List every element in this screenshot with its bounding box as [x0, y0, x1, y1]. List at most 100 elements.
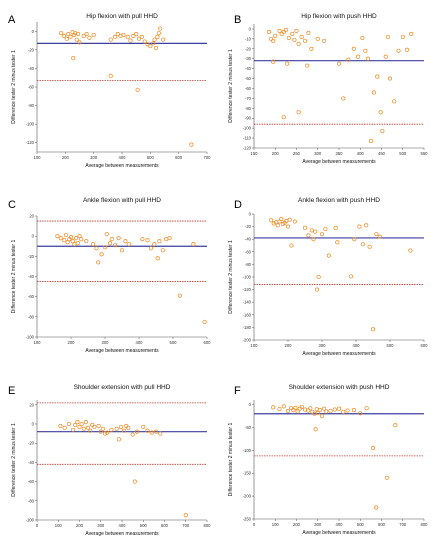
data-point: [92, 424, 97, 429]
panel-title: Ankle flexion with push HHD: [298, 197, 380, 204]
data-point: [189, 142, 194, 147]
y-tick-label: -60: [28, 85, 35, 90]
data-point: [346, 57, 351, 62]
y-tick-label: -20: [245, 224, 252, 229]
panel-f: F Shoulder extension with push HHD 0 100 200…: [228, 384, 428, 536]
data-point: [91, 242, 96, 247]
y-tick-label: -40: [245, 237, 252, 242]
data-point: [328, 408, 333, 414]
data-point: [100, 426, 105, 431]
data-point: [68, 235, 74, 240]
data-point: [136, 36, 142, 41]
data-point: [75, 420, 80, 425]
x-tick-label: 200: [76, 523, 84, 528]
panel-b: B Hip flexion with push HHD 150 200 250 300 35…: [228, 13, 428, 165]
data-point: [140, 237, 145, 242]
data-point: [333, 225, 338, 230]
data-point: [378, 110, 383, 115]
data-point: [290, 31, 295, 36]
data-point: [302, 38, 308, 43]
data-point: [316, 274, 321, 280]
x-tick-label: 500: [357, 522, 365, 527]
data-point: [71, 427, 76, 432]
x-tick-label: 500: [147, 155, 155, 160]
x-tick-label: 800: [421, 522, 429, 527]
data-point: [91, 32, 96, 38]
data-point: [149, 430, 154, 435]
data-point: [275, 223, 280, 228]
data-point: [191, 242, 196, 247]
data-point: [380, 129, 385, 134]
data-point: [161, 37, 166, 42]
data-point: [66, 32, 71, 37]
data-point: [63, 233, 68, 238]
data-point: [313, 427, 318, 432]
data-point: [324, 409, 329, 414]
y-tick-label: 0: [249, 26, 252, 31]
data-point: [167, 236, 172, 241]
data-point: [285, 408, 291, 414]
data-point: [61, 33, 66, 38]
y-tick-label: -120: [243, 146, 252, 151]
data-point: [160, 248, 165, 253]
data-point: [84, 239, 89, 244]
y-tick-label: -60: [245, 249, 252, 254]
data-point: [155, 34, 160, 39]
x-tick-label: 200: [272, 151, 280, 156]
x-tick-label: 800: [204, 523, 212, 528]
data-point: [88, 428, 93, 433]
data-point: [299, 34, 304, 39]
data-point: [291, 408, 296, 413]
data-point: [385, 34, 390, 39]
data-point: [326, 253, 331, 258]
y-tick-label: -50: [245, 425, 252, 430]
x-tick-label: 400: [353, 343, 361, 348]
y-tick-label: -60: [245, 86, 252, 91]
y-tick-label: -200: [243, 494, 252, 499]
data-point: [75, 241, 80, 246]
data-point: [55, 234, 60, 239]
data-point: [77, 424, 82, 429]
data-point: [96, 423, 101, 428]
x-tick-label: 0: [36, 523, 39, 528]
x-tick-label: 700: [399, 522, 407, 527]
data-point: [319, 232, 325, 237]
data-point: [299, 404, 304, 409]
x-axis-label: Average between measurements: [302, 530, 376, 536]
data-point: [77, 40, 82, 45]
data-point: [102, 245, 108, 250]
data-point: [152, 37, 157, 42]
data-point: [70, 239, 75, 244]
x-tick-label: 600: [204, 340, 212, 345]
data-point: [74, 37, 79, 42]
data-point: [348, 274, 353, 279]
y-tick-label: 20: [29, 402, 34, 407]
data-point: [392, 99, 397, 104]
data-point: [271, 59, 276, 64]
data-point: [351, 408, 356, 413]
data-point: [108, 37, 113, 42]
data-point: [266, 29, 271, 34]
data-point: [58, 423, 63, 428]
data-point: [356, 54, 361, 59]
data-point: [352, 237, 357, 242]
x-tick-label: 350: [336, 151, 344, 156]
data-point: [105, 430, 110, 435]
data-point: [277, 407, 282, 412]
data-point: [368, 139, 373, 144]
data-point: [145, 238, 150, 243]
data-point: [123, 239, 128, 244]
y-tick-label: -100: [243, 126, 252, 131]
panel-letter: B: [234, 14, 241, 26]
x-tick-label: 100: [251, 343, 259, 348]
y-tick-label: -100: [26, 335, 35, 340]
data-point: [281, 404, 286, 409]
data-point: [377, 234, 382, 239]
panel-d: D Ankle flexion with push HHD 100 200 300 400…: [228, 197, 428, 357]
data-point: [336, 61, 342, 66]
y-tick-label: 0: [32, 234, 35, 239]
x-tick-label: 600: [378, 522, 386, 527]
data-point: [151, 41, 156, 46]
